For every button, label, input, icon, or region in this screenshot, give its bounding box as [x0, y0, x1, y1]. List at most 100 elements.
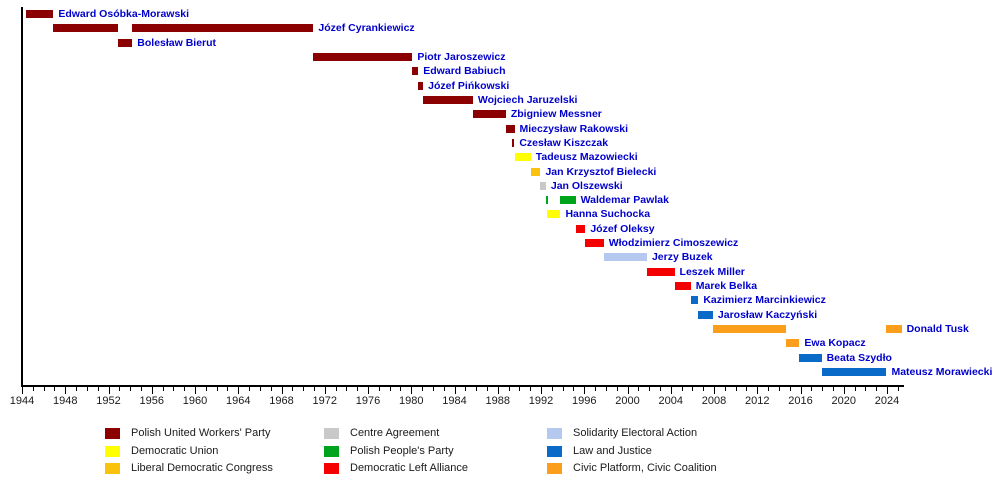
x-axis-minor-tick	[789, 387, 791, 391]
x-tick-label: 2008	[701, 395, 727, 407]
pm-name-label: Mateusz Morawiecki	[891, 366, 993, 378]
x-axis-major-tick	[584, 387, 586, 394]
x-axis-minor-tick	[897, 387, 899, 391]
pm-name-label: Piotr Jaroszewicz	[417, 50, 506, 63]
pm-name-label: Beata Szydło	[826, 351, 892, 364]
y-axis-line	[21, 7, 23, 387]
legend-label-pis: Law and Justice	[573, 444, 652, 457]
legend-label-pc: Centre Agreement	[350, 427, 440, 439]
pm-name-label: Waldemar Pawlak	[580, 194, 669, 207]
pm-name-label: Czesław Kiszczak	[519, 136, 609, 149]
term-bar	[545, 196, 548, 205]
x-tick-label: 2024	[874, 395, 900, 407]
pm-name-label: Bolesław Bierut	[137, 36, 217, 49]
x-axis-minor-tick	[86, 387, 88, 391]
x-axis-major-tick	[757, 387, 759, 394]
pm-name-label: Tadeusz Mazowiecki	[535, 151, 638, 164]
x-axis-minor-tick	[811, 387, 813, 391]
x-axis-minor-tick	[562, 387, 564, 391]
x-axis-minor-tick	[605, 387, 607, 391]
pm-name-label: Jerzy Buzek	[651, 251, 713, 264]
term-bar	[799, 353, 822, 362]
x-axis-minor-tick	[140, 387, 142, 391]
x-axis-minor-tick	[76, 387, 78, 391]
x-axis-major-tick	[670, 387, 672, 394]
term-bar	[821, 368, 887, 376]
x-axis-minor-tick	[486, 387, 488, 391]
term-bar	[540, 181, 546, 190]
x-axis-minor-tick	[432, 387, 434, 391]
x-axis-minor-tick	[659, 387, 661, 391]
legend-label-psl: Polish People's Party	[350, 444, 454, 457]
x-tick-label: 2000	[615, 395, 640, 407]
term-bar	[530, 167, 541, 176]
x-axis-major-tick	[887, 387, 888, 394]
x-axis-minor-tick	[389, 387, 391, 391]
x-tick-label: 1960	[182, 395, 208, 407]
x-axis-minor-tick	[346, 387, 348, 391]
x-tick-label: 1996	[572, 395, 597, 407]
term-bar	[472, 110, 506, 119]
x-axis-minor-tick	[43, 387, 45, 391]
x-axis-minor-tick	[508, 387, 510, 391]
term-bar	[26, 10, 54, 18]
term-bar	[674, 282, 691, 291]
term-bar	[546, 210, 561, 219]
legend-label-pzpr: Polish United Workers' Party	[131, 427, 271, 439]
pm-name-label: Ewa Kopacz	[804, 337, 866, 350]
x-tick-label: 1992	[528, 395, 554, 407]
legend-swatch-aws	[547, 428, 562, 439]
x-axis-minor-tick	[703, 387, 705, 391]
pm-name-label: Włodzimierz Cimoszewicz	[608, 237, 739, 250]
x-axis-minor-tick	[443, 387, 445, 391]
x-tick-label: 1956	[139, 395, 164, 407]
legend-swatch-po	[547, 463, 562, 474]
x-axis-major-tick	[65, 387, 67, 394]
legend-swatch-pzpr	[105, 428, 120, 439]
legend-swatch-kld	[105, 463, 120, 474]
x-axis-minor-tick	[746, 387, 748, 391]
x-axis-minor-tick	[313, 387, 315, 391]
x-axis-minor-tick	[735, 387, 737, 391]
legend-swatch-sld	[324, 463, 339, 474]
x-axis-minor-tick	[519, 387, 521, 391]
x-tick-label: 2020	[831, 395, 856, 407]
x-axis-minor-tick	[692, 387, 694, 391]
x-axis-major-tick	[843, 387, 845, 394]
x-axis-minor-tick	[649, 387, 651, 391]
x-axis-major-tick	[627, 387, 629, 394]
x-axis-minor-tick	[595, 387, 597, 391]
x-axis-minor-tick	[97, 387, 99, 391]
x-axis-minor-tick	[768, 387, 770, 391]
legend-label-ud: Democratic Union	[131, 444, 219, 457]
term-bar	[505, 124, 515, 133]
x-axis-major-tick	[324, 387, 326, 394]
pm-name-label: Jan Olszewski	[550, 179, 623, 192]
term-bar	[132, 24, 314, 33]
x-axis-major-tick	[151, 387, 153, 394]
pm-name-label: Jan Krzysztof Bielecki	[545, 165, 657, 178]
pm-name-label: Józef Oleksy	[590, 222, 655, 235]
term-bar	[515, 153, 531, 162]
x-tick-label: 1944	[9, 395, 35, 407]
x-axis-minor-tick	[378, 387, 380, 391]
pm-name-label: Józef Pińkowski	[428, 79, 510, 92]
x-axis-minor-tick	[822, 387, 824, 391]
x-axis-major-tick	[497, 387, 499, 394]
legend-swatch-pc	[324, 428, 339, 439]
x-axis-minor-tick	[400, 387, 402, 391]
x-tick-label: 2004	[658, 395, 683, 407]
x-axis-minor-tick	[259, 387, 261, 391]
x-axis-major-tick	[454, 387, 456, 394]
legend-label-sld: Democratic Left Alliance	[350, 462, 468, 474]
x-axis-minor-tick	[530, 387, 532, 391]
x-tick-label: 1964	[226, 395, 251, 407]
pm-name-label: Hanna Suchocka	[565, 208, 651, 221]
x-axis-minor-tick	[778, 387, 780, 391]
x-axis-minor-tick	[249, 387, 251, 391]
x-axis-major-tick	[800, 387, 802, 394]
x-axis-minor-tick	[270, 387, 272, 391]
x-tick-label: 2016	[788, 395, 813, 407]
legend-swatch-ud	[105, 445, 120, 457]
x-tick-label: 1948	[53, 395, 78, 407]
